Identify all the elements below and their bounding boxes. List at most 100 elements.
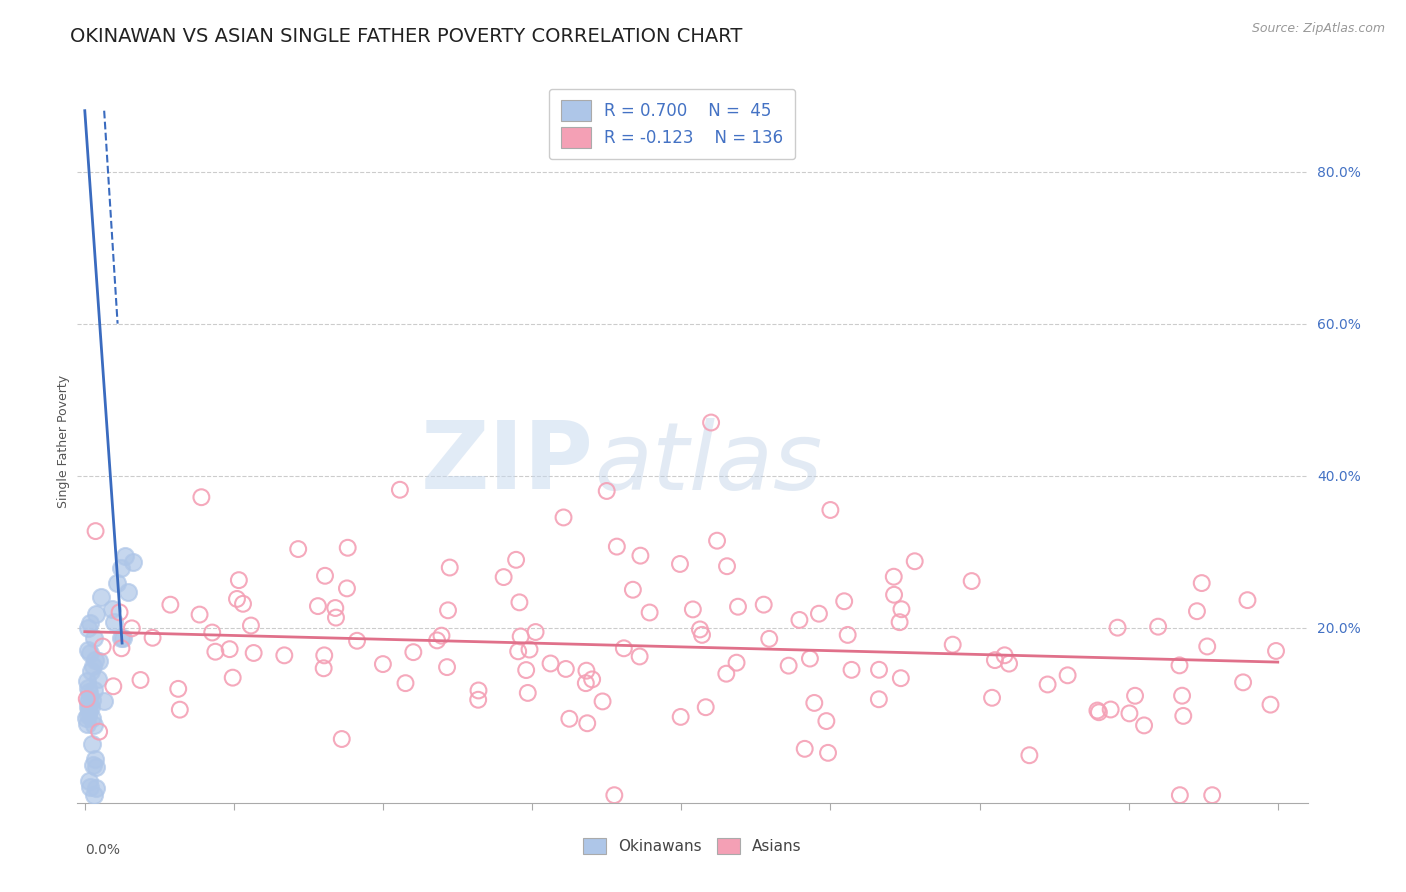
Point	[80, 711, 103, 725]
Point	[789, 613, 811, 627]
Point	[716, 559, 738, 574]
Point	[524, 625, 547, 640]
Point	[1201, 788, 1223, 802]
Point	[575, 676, 598, 690]
Point	[76, 692, 98, 706]
Point	[76, 621, 98, 635]
Point	[188, 607, 211, 622]
Point	[201, 625, 224, 640]
Point	[122, 555, 145, 569]
Point	[336, 582, 359, 596]
Point	[87, 724, 110, 739]
Point	[1018, 748, 1040, 763]
Point	[505, 553, 527, 567]
Point	[1260, 698, 1282, 712]
Point	[110, 641, 132, 656]
Point	[994, 648, 1017, 663]
Point	[1099, 702, 1122, 716]
Point	[84, 524, 107, 538]
Point	[807, 607, 830, 621]
Point	[101, 601, 124, 615]
Point	[232, 597, 254, 611]
Point	[103, 679, 125, 693]
Point	[700, 416, 723, 430]
Point	[218, 642, 240, 657]
Point	[323, 601, 346, 615]
Point	[426, 633, 449, 648]
Point	[519, 642, 541, 657]
Point	[998, 657, 1021, 671]
Point	[682, 602, 704, 616]
Point	[492, 570, 515, 584]
Point	[669, 710, 692, 724]
Point	[467, 683, 489, 698]
Point	[1236, 593, 1258, 607]
Point	[77, 643, 100, 657]
Point	[508, 644, 530, 658]
Point	[222, 671, 245, 685]
Text: 0.0%: 0.0%	[84, 843, 120, 856]
Point	[273, 648, 295, 663]
Text: OKINAWAN VS ASIAN SINGLE FATHER POVERTY CORRELATION CHART: OKINAWAN VS ASIAN SINGLE FATHER POVERTY …	[70, 27, 742, 45]
Point	[117, 585, 139, 599]
Point	[815, 714, 838, 728]
Point	[716, 666, 738, 681]
Point	[508, 595, 530, 609]
Point	[1232, 675, 1254, 690]
Point	[84, 653, 107, 667]
Point	[80, 664, 103, 678]
Point	[1087, 704, 1109, 718]
Point	[621, 582, 644, 597]
Point	[758, 632, 780, 646]
Point	[103, 615, 125, 629]
Point	[706, 533, 728, 548]
Point	[1056, 668, 1078, 682]
Point	[803, 696, 825, 710]
Point	[121, 621, 143, 635]
Point	[1088, 705, 1111, 719]
Point	[1107, 621, 1129, 635]
Point	[110, 631, 132, 645]
Point	[1168, 788, 1191, 802]
Point	[307, 599, 329, 614]
Point	[540, 657, 562, 671]
Point	[388, 483, 411, 497]
Point	[793, 741, 815, 756]
Point	[242, 646, 264, 660]
Point	[239, 618, 262, 632]
Point	[77, 708, 100, 723]
Point	[1173, 709, 1195, 723]
Point	[204, 645, 226, 659]
Point	[76, 711, 98, 725]
Point	[80, 693, 103, 707]
Point	[603, 788, 626, 802]
Point	[695, 700, 717, 714]
Point	[86, 760, 108, 774]
Point	[727, 599, 749, 614]
Point	[1168, 658, 1191, 673]
Point	[142, 631, 165, 645]
Point	[942, 638, 965, 652]
Point	[596, 483, 619, 498]
Point	[436, 660, 458, 674]
Point	[330, 731, 353, 746]
Point	[79, 646, 101, 660]
Point	[904, 554, 927, 568]
Point	[725, 656, 748, 670]
Point	[1118, 706, 1140, 721]
Y-axis label: Single Father Poverty: Single Father Poverty	[58, 375, 70, 508]
Point	[312, 661, 335, 675]
Point	[820, 503, 842, 517]
Point	[581, 673, 603, 687]
Point	[868, 663, 890, 677]
Point	[79, 615, 101, 630]
Point	[868, 692, 890, 706]
Point	[114, 549, 136, 563]
Point	[314, 569, 336, 583]
Point	[558, 712, 581, 726]
Point	[752, 598, 775, 612]
Point	[159, 598, 181, 612]
Point	[628, 549, 651, 563]
Point	[1265, 644, 1288, 658]
Point	[467, 692, 489, 706]
